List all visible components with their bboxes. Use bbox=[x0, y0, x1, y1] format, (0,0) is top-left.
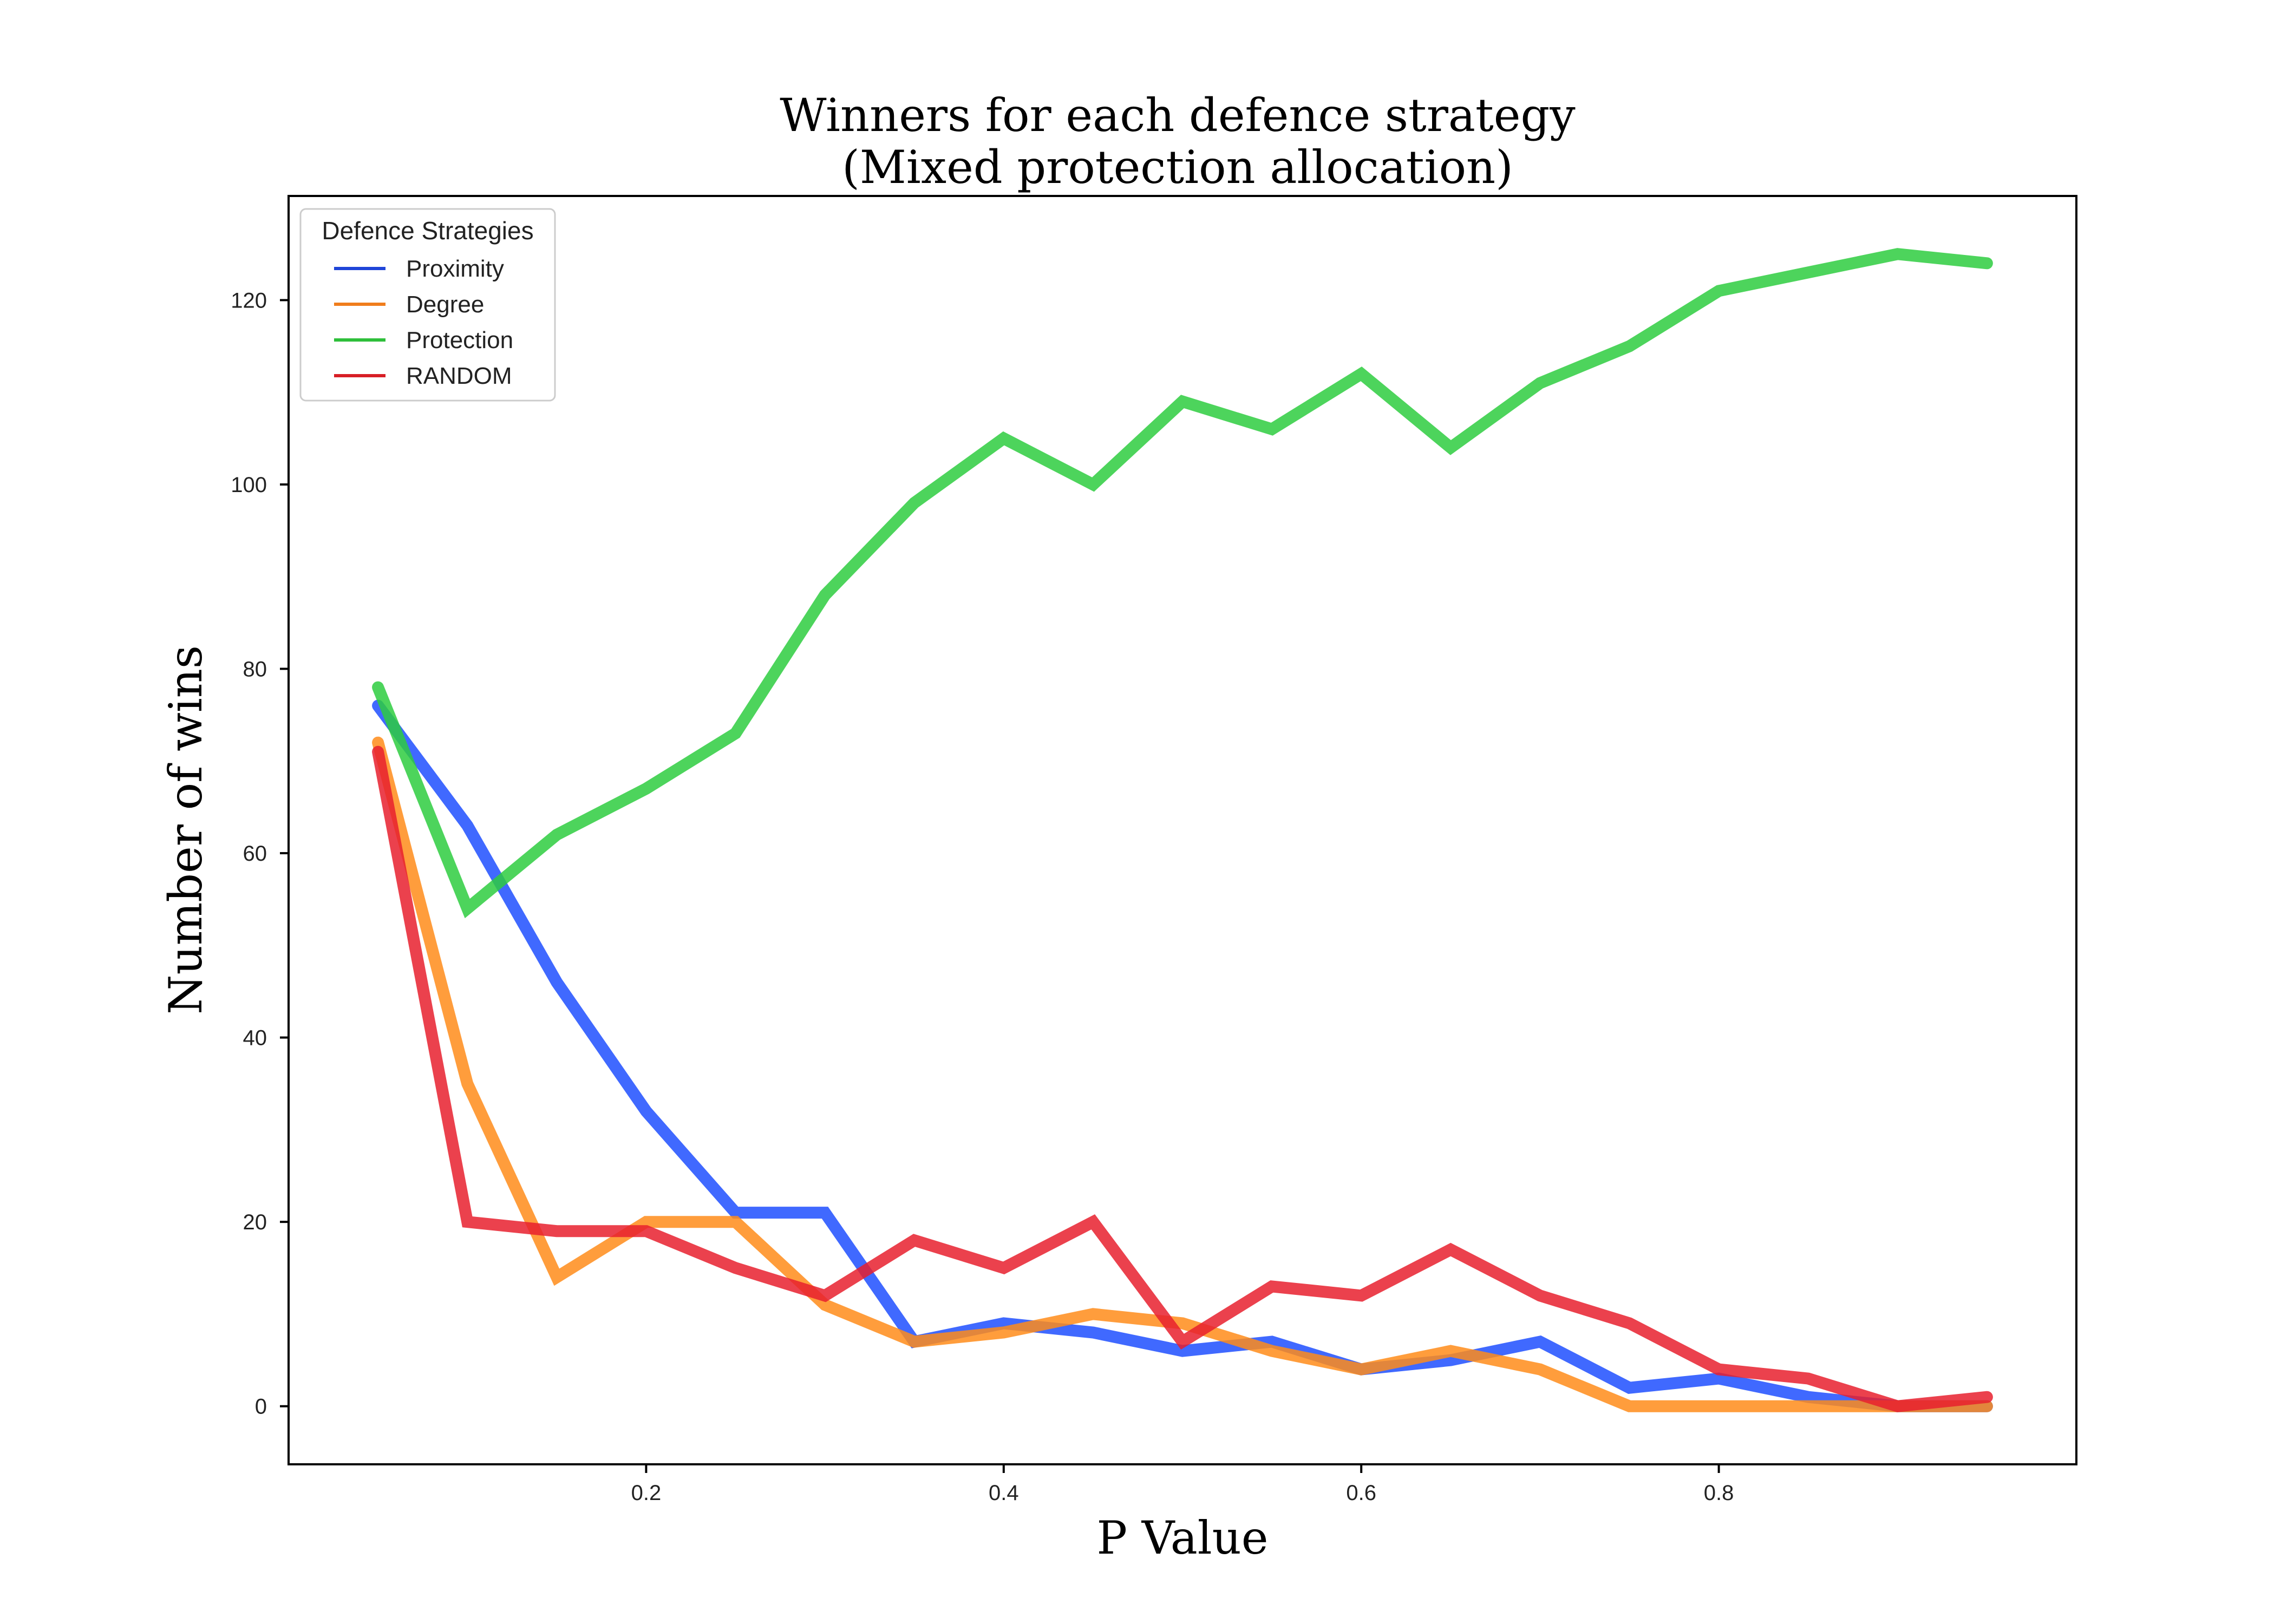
legend-label-proximity: Proximity bbox=[406, 256, 504, 282]
y-tick-label: 0 bbox=[255, 1395, 267, 1419]
legend-label-degree: Degree bbox=[406, 291, 484, 318]
y-tick-label: 120 bbox=[231, 289, 267, 312]
legend-label-protection: Protection bbox=[406, 327, 513, 353]
series-line-protection bbox=[372, 248, 1993, 919]
legend: Defence Strategies Proximity Degree Protec… bbox=[299, 208, 556, 402]
x-tick-label: 0.2 bbox=[631, 1481, 662, 1505]
x-axis-label: P Value bbox=[1097, 1511, 1269, 1564]
chart-title-line-1: Winners for each defence strategy bbox=[780, 89, 1576, 142]
legend-label-random: RANDOM bbox=[406, 363, 512, 389]
chart-title: Winners for each defence strategy (Mixed… bbox=[780, 89, 1576, 194]
series-line-degree bbox=[372, 736, 1993, 1412]
series-line-random bbox=[372, 745, 1993, 1412]
legend-title: Defence Strategies bbox=[322, 217, 533, 245]
x-tick-label: 0.4 bbox=[989, 1481, 1019, 1505]
x-tick-label: 0.6 bbox=[1346, 1481, 1376, 1505]
series-layer bbox=[372, 248, 1993, 1412]
y-tick-label: 20 bbox=[243, 1210, 267, 1234]
y-tick-label: 100 bbox=[231, 473, 267, 497]
y-tick-label: 40 bbox=[243, 1026, 267, 1050]
series-line-proximity bbox=[372, 699, 1993, 1412]
legend-items: Proximity Degree Protection RANDOM bbox=[334, 256, 513, 389]
y-tick-label: 60 bbox=[243, 842, 267, 866]
x-axis-ticks: 0.2 0.4 0.6 0.8 bbox=[631, 1464, 1734, 1505]
x-tick-label: 0.8 bbox=[1704, 1481, 1734, 1505]
y-tick-label: 80 bbox=[243, 658, 267, 682]
legend-box bbox=[299, 208, 556, 402]
y-axis-label: Number of wins bbox=[159, 645, 212, 1014]
plot-frame bbox=[287, 195, 2077, 1465]
y-axis-ticks: 0 20 40 60 80 100 120 bbox=[231, 289, 289, 1419]
chart-subtitle: (Mixed protection allocation) bbox=[842, 141, 1513, 194]
